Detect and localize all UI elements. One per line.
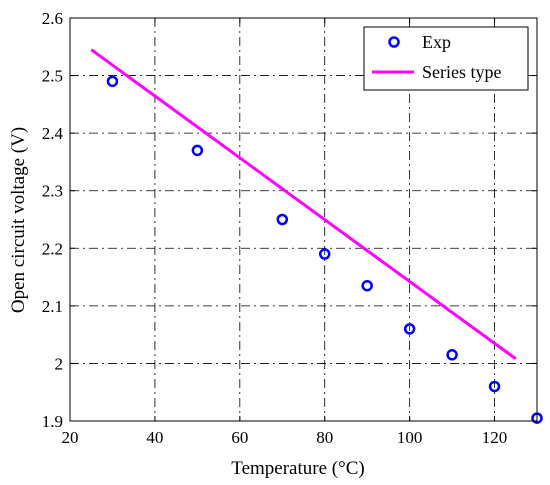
x-tick-label: 100 (397, 428, 423, 447)
data-point-exp (446, 349, 458, 361)
plot-series (90, 48, 543, 424)
data-point-exp (276, 213, 289, 226)
data-point-exp (191, 144, 204, 157)
y-tick-label: 2.2 (42, 239, 63, 258)
series-line-series-type (90, 48, 517, 361)
grid (70, 18, 537, 421)
y-tick-label: 2.6 (42, 9, 63, 28)
data-point-exp (488, 380, 501, 393)
x-tick-label: 60 (231, 428, 248, 447)
y-axis-label: Open circuit voltage (V) (8, 127, 29, 313)
y-tick-label: 1.9 (42, 412, 63, 431)
legend-label-exp: Exp (422, 32, 451, 52)
y-tick-label: 2.5 (42, 67, 63, 86)
plot-frame (69, 17, 538, 422)
axis-ticks: 20 40 60 80 100 120 1.9 2 2.1 2.2 2.3 2.4 2.5 2.6 (42, 9, 537, 447)
x-tick-label: 120 (482, 428, 508, 447)
data-point-exp (403, 323, 416, 335)
data-point-exp (361, 279, 373, 292)
y-tick-label: 2.4 (42, 124, 64, 143)
x-axis-label: Temperature (°C) (231, 458, 364, 479)
y-tick-label: 2 (55, 354, 64, 373)
legend: Exp Series type (363, 26, 529, 91)
legend-marker-exp (388, 36, 400, 48)
legend-label-series-type: Series type (422, 62, 501, 82)
x-tick-label: 80 (316, 428, 333, 447)
x-tick-label: 40 (146, 428, 163, 447)
x-tick-label: 20 (62, 428, 79, 447)
data-point-exp (106, 75, 119, 88)
data-point-exp (318, 248, 331, 260)
y-tick-label: 2.3 (42, 182, 63, 201)
y-tick-label: 2.1 (42, 297, 63, 316)
